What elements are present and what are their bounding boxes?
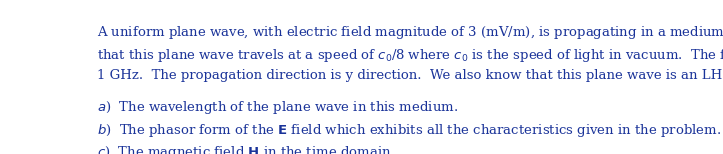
Text: that this plane wave travels at a speed of $c_0$/8 where $c_0$ is the speed of l: that this plane wave travels at a speed …: [97, 47, 723, 64]
Text: $b$)  The phasor form of the $\mathbf{E}$ field which exhibits all the character: $b$) The phasor form of the $\mathbf{E}$…: [97, 122, 722, 139]
Text: 1 GHz.  The propagation direction is y direction.  We also know that this plane : 1 GHz. The propagation direction is y di…: [97, 69, 723, 83]
Text: A uniform plane wave, with electric field magnitude of 3 (mV/m), is propagating : A uniform plane wave, with electric fiel…: [97, 24, 723, 41]
Text: $a$)  The wavelength of the plane wave in this medium.: $a$) The wavelength of the plane wave in…: [97, 99, 458, 116]
Text: $c$)  The magnetic field $\mathbf{H}$ in the time domain.: $c$) The magnetic field $\mathbf{H}$ in …: [97, 144, 395, 154]
